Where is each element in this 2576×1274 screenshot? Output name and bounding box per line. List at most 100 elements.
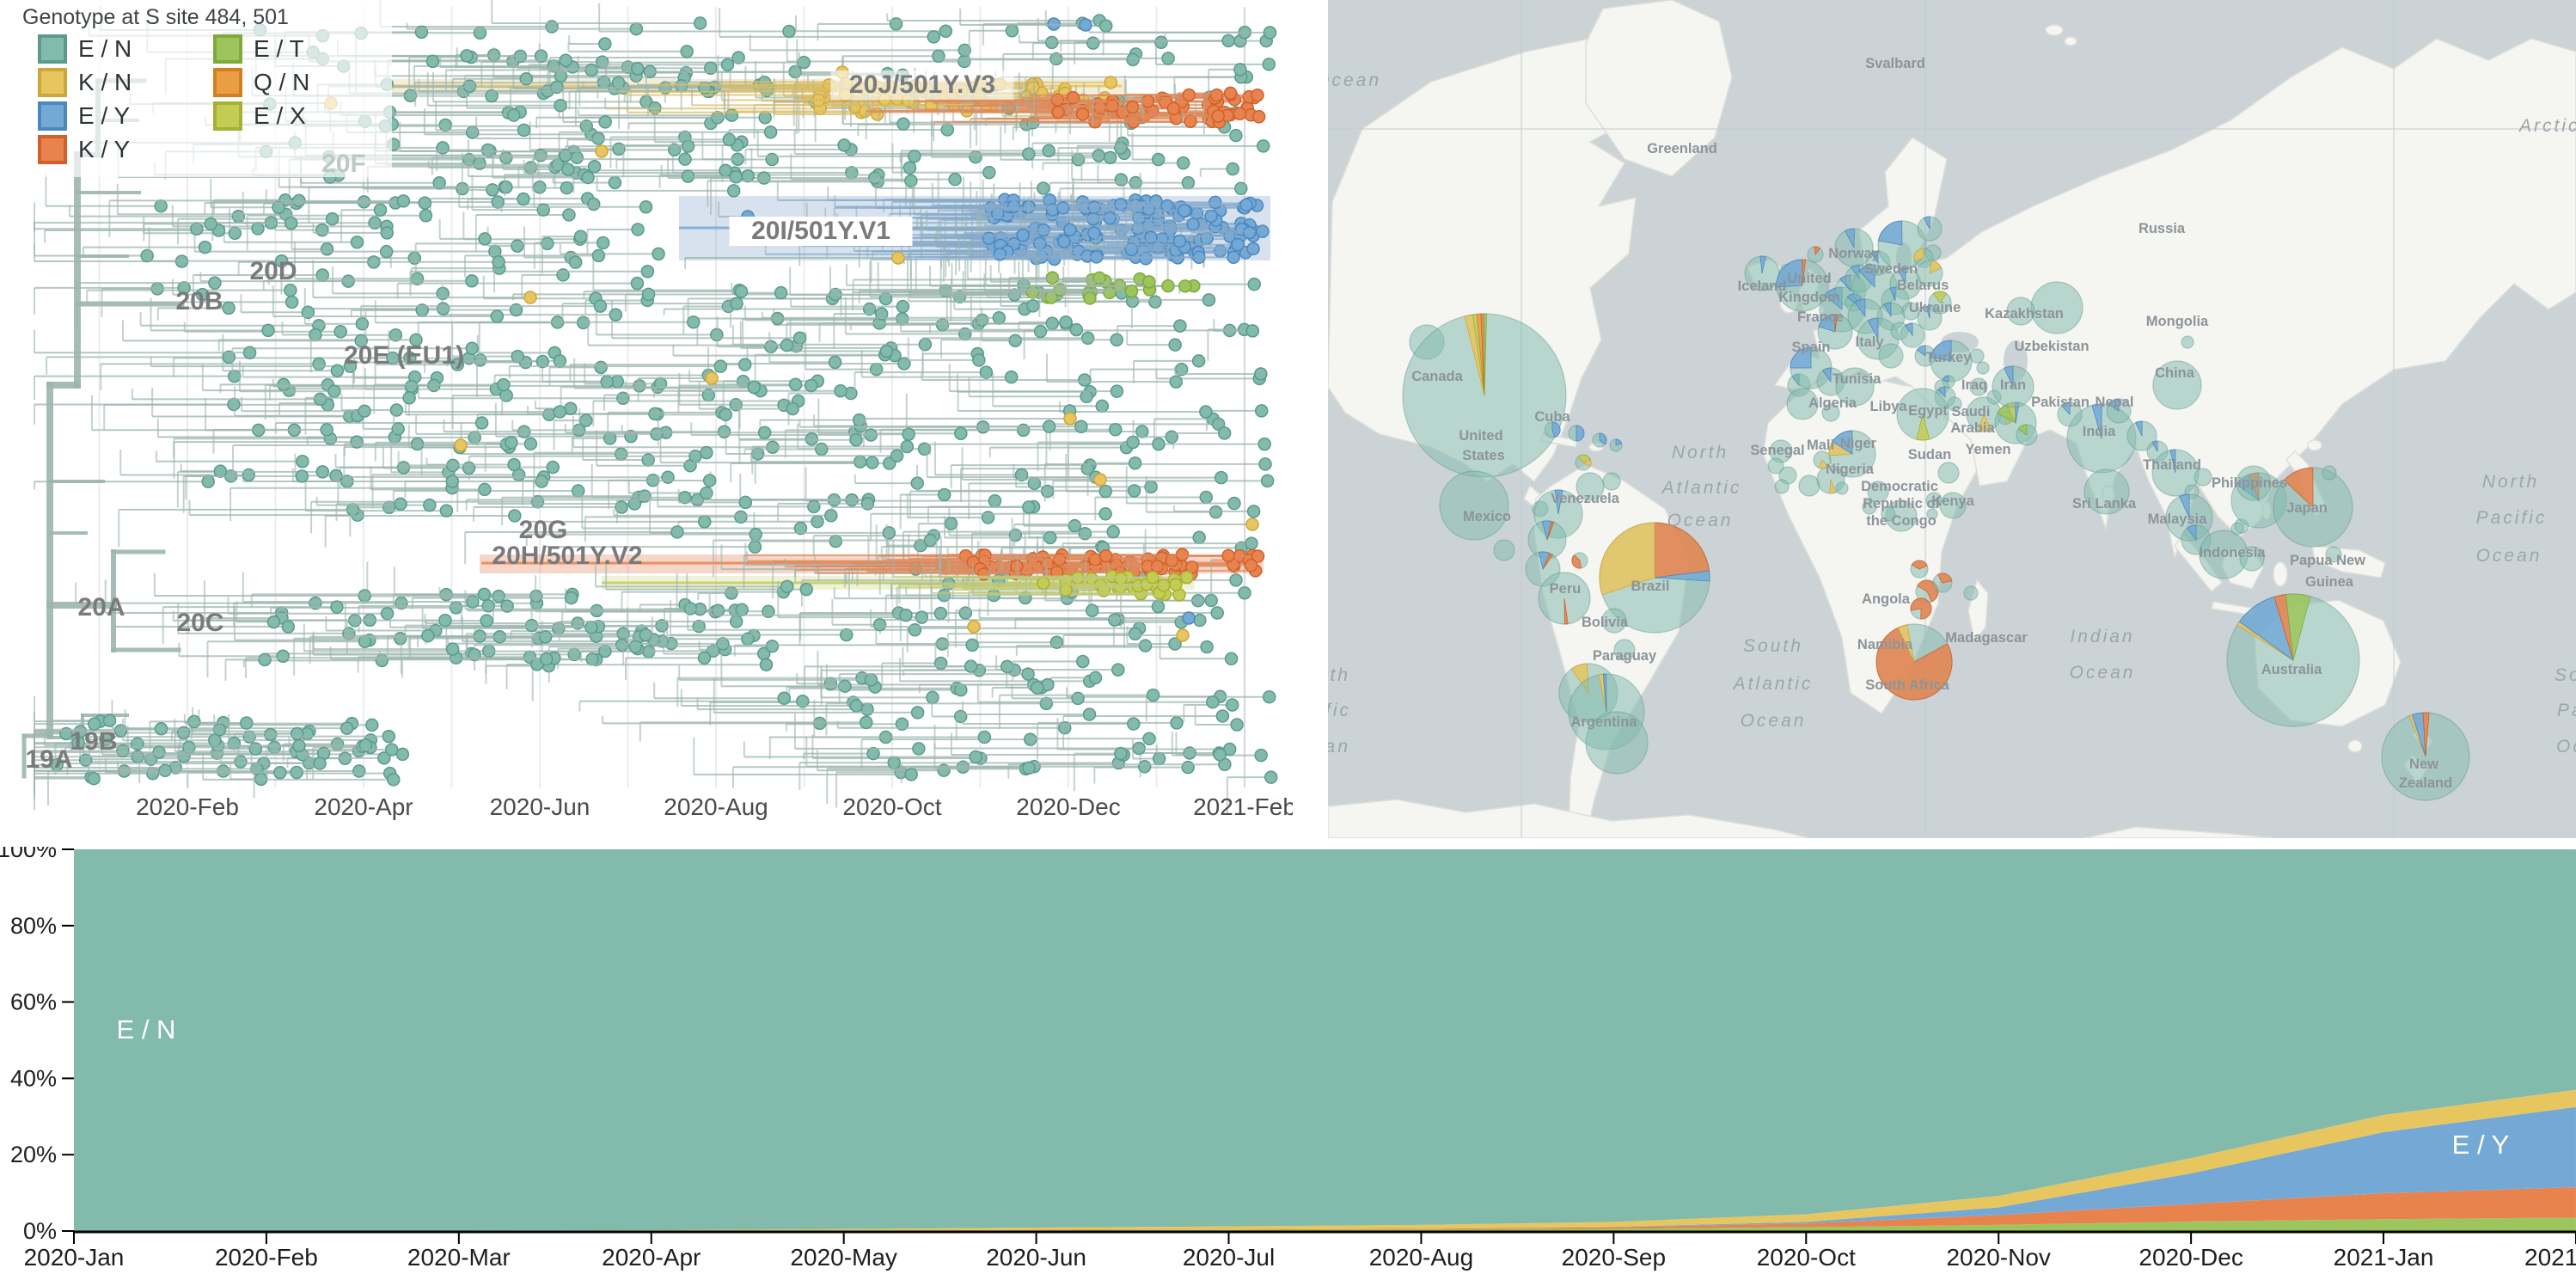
map-pie[interactable] <box>1901 302 1920 321</box>
clade-label-20G[interactable]: 20G <box>519 516 568 544</box>
map-pie[interactable] <box>1835 481 1849 495</box>
map-pie[interactable] <box>1807 246 1824 263</box>
map-pie[interactable] <box>2325 546 2342 563</box>
map-pie[interactable] <box>1821 403 1840 422</box>
map-pie[interactable] <box>1599 522 1710 634</box>
map-pie[interactable] <box>1828 430 1876 478</box>
map-pie[interactable] <box>2273 467 2353 548</box>
map-pie[interactable] <box>2057 401 2083 427</box>
map-pie[interactable] <box>1613 639 1636 661</box>
clade-label-20A[interactable]: 20A <box>77 593 125 622</box>
phylogeny-tree[interactable]: 20B 20D 20E (EU1) 20I/501Y.V1 20J/501Y.V3 20G… <box>0 0 1293 844</box>
map-pie[interactable] <box>1767 457 1784 475</box>
ocean-label: Pacific <box>1328 701 1351 720</box>
map-pie[interactable] <box>1878 343 1904 369</box>
map-pie[interactable] <box>1835 367 1875 407</box>
map-pie[interactable] <box>1917 216 1943 242</box>
map-pie[interactable] <box>1881 506 1896 522</box>
map-pie[interactable] <box>1947 396 1962 412</box>
map-pie[interactable] <box>1774 479 1790 494</box>
map-pie[interactable] <box>1932 573 1953 593</box>
map-pie[interactable] <box>2006 297 2035 326</box>
legend-item-KN[interactable]: K / N <box>38 68 132 97</box>
map-pie[interactable] <box>1439 470 1509 541</box>
map-pie[interactable] <box>1493 539 1515 561</box>
map-pie[interactable] <box>2152 360 2202 410</box>
map-pie[interactable] <box>1862 499 1877 515</box>
legend-item-KY[interactable]: K / Y <box>38 135 130 164</box>
legend-item-EN[interactable]: E / N <box>38 34 132 64</box>
clade-label-20F[interactable]: 20F <box>321 150 366 178</box>
clade-label-20B[interactable]: 20B <box>175 287 223 315</box>
map-pie[interactable] <box>1917 305 1943 331</box>
map-pie[interactable] <box>1875 623 1953 701</box>
map-pie[interactable] <box>2083 469 2130 515</box>
map-pie[interactable] <box>1571 552 1588 569</box>
map-pie[interactable] <box>2106 398 2132 424</box>
legend-item-QN[interactable]: Q / N <box>213 68 309 97</box>
map-pie[interactable] <box>1937 462 1960 484</box>
map-pie[interactable] <box>1592 432 1607 448</box>
map-pie[interactable] <box>1601 608 1627 634</box>
map-pie[interactable] <box>1602 472 1621 491</box>
map-pie[interactable] <box>1915 579 1939 603</box>
map-pie[interactable] <box>2226 593 2360 727</box>
map-pie[interactable] <box>2151 449 2200 497</box>
world-map[interactable]: Ocean North Atlantic Ocean South Atlantic Ocea… <box>1328 0 2576 838</box>
map-pie[interactable] <box>1817 314 1853 350</box>
clade-label-19A[interactable]: 19A <box>25 745 72 774</box>
map-pie[interactable] <box>1575 454 1592 471</box>
clade-label-20H/501Y.V2[interactable]: 20H/501Y.V2 <box>492 542 642 570</box>
map-pie[interactable] <box>1969 348 1985 364</box>
map-pie[interactable] <box>1910 560 1929 579</box>
tree-tip <box>539 652 554 666</box>
clade-label-20J/501Y.V3[interactable]: 20J/501Y.V3 <box>849 70 995 99</box>
map-pie[interactable] <box>1900 322 1925 348</box>
frequencies-chart[interactable]: 2020-Jan 2020-Feb 2020-Mar 2020-Apr 2020-May… <box>0 847 2576 1274</box>
map-pie[interactable] <box>1834 228 1874 267</box>
map-pie[interactable] <box>1926 508 1938 520</box>
map-pie[interactable] <box>1786 388 1819 420</box>
map-pie[interactable] <box>2230 522 2244 536</box>
clade-label-20D[interactable]: 20D <box>249 257 297 285</box>
map-pie[interactable] <box>1402 313 1567 478</box>
map-pie[interactable] <box>1963 585 1979 601</box>
map-pie[interactable] <box>1896 388 1949 441</box>
clade-label-19B[interactable]: 19B <box>70 727 117 756</box>
map-pie[interactable] <box>1992 365 2034 408</box>
map-pie[interactable] <box>2016 424 2038 446</box>
tree-tip <box>87 717 101 731</box>
map-pie[interactable] <box>1867 481 1889 503</box>
map-pie[interactable] <box>1776 259 1829 312</box>
map-pie[interactable] <box>1969 377 1988 396</box>
clade-label-20I/501Y.V1[interactable]: 20I/501Y.V1 <box>751 217 890 245</box>
map-pie[interactable] <box>1930 340 1973 383</box>
map-pie[interactable] <box>1544 421 1561 438</box>
map-pie[interactable] <box>2126 420 2157 451</box>
map-pie[interactable] <box>1744 255 1780 291</box>
map-pie[interactable] <box>2194 468 2212 487</box>
clade-label-20E (EU1)[interactable]: 20E (EU1) <box>344 341 464 370</box>
map-pie[interactable] <box>1576 472 1605 501</box>
map-pie[interactable] <box>1925 492 1943 509</box>
map-pie[interactable] <box>1798 475 1820 497</box>
legend-item-ET[interactable]: E / T <box>213 34 304 64</box>
map-pie[interactable] <box>1527 520 1567 560</box>
map-pie[interactable] <box>1585 711 1649 775</box>
map-pie[interactable] <box>2181 335 2194 349</box>
map-pie[interactable] <box>1976 361 1990 375</box>
freq-areas[interactable] <box>74 849 2576 1231</box>
map-pie[interactable] <box>1609 438 1623 452</box>
map-pie[interactable] <box>1538 572 1591 625</box>
legend-item-EY[interactable]: E / Y <box>38 101 130 131</box>
map-pie[interactable] <box>2381 712 2470 801</box>
map-pie[interactable] <box>2239 546 2265 572</box>
map-pie[interactable] <box>1916 260 1943 287</box>
map-pie[interactable] <box>1568 425 1585 442</box>
map-pie[interactable] <box>2322 465 2337 481</box>
clade-label-20C[interactable]: 20C <box>176 609 223 637</box>
map-pie[interactable] <box>1910 597 1932 620</box>
map-pie[interactable] <box>2236 465 2272 501</box>
legend-item-EX[interactable]: E / X <box>213 101 306 131</box>
map-pie[interactable] <box>1939 492 1967 519</box>
